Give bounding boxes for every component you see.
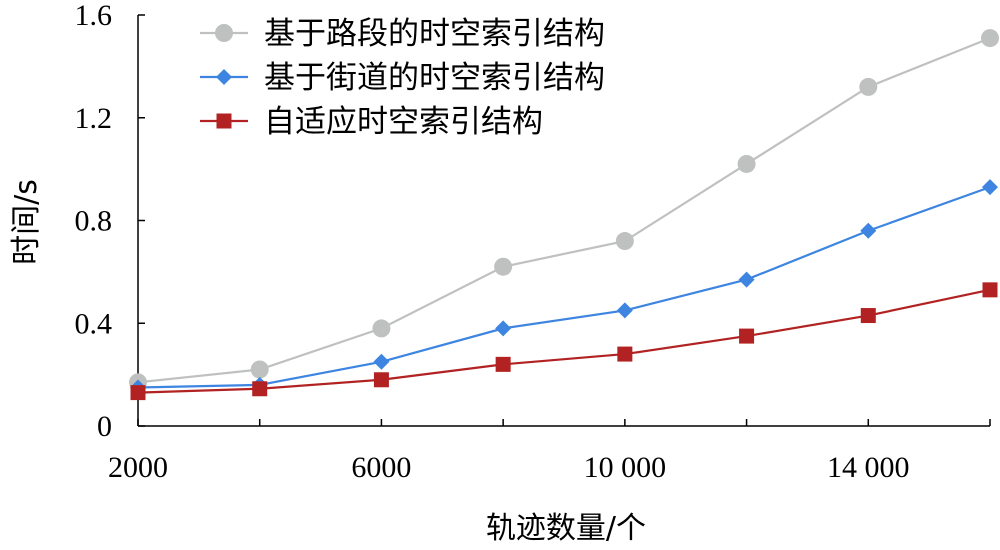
data-point — [250, 360, 269, 379]
x-ticks: 2000 6000 10 000 14 000 — [108, 419, 991, 484]
data-point — [739, 328, 755, 344]
legend-marker — [215, 24, 233, 42]
y-tick-label: 1.6 — [75, 0, 113, 32]
data-point — [737, 154, 756, 173]
legend-marker — [216, 113, 232, 129]
legend-item: 自适应时空索引结构 — [200, 104, 543, 140]
y-tick-label: 1.2 — [75, 102, 113, 135]
data-point — [982, 179, 998, 196]
series-line — [137, 37, 991, 384]
x-tick-label: 14 000 — [827, 451, 910, 484]
legend-item: 基于路段的时空索引结构 — [200, 16, 605, 52]
y-tick-label: 0.8 — [75, 205, 113, 238]
x-tick-label: 6000 — [351, 451, 411, 484]
data-point — [373, 372, 389, 388]
data-point — [495, 356, 511, 372]
series-3 — [130, 282, 998, 401]
y-tick-label: 0 — [97, 410, 112, 443]
data-point — [615, 232, 634, 251]
x-tick-label: 10 000 — [584, 451, 667, 484]
x-tick-label: 2000 — [108, 451, 168, 484]
y-tick-label: 0.4 — [75, 307, 113, 340]
data-point — [860, 308, 876, 324]
x-axis-label: 轨迹数量/个 — [486, 511, 646, 546]
data-point — [859, 77, 878, 96]
data-point — [373, 353, 390, 370]
data-point — [130, 385, 146, 401]
data-point — [494, 257, 513, 276]
legend-marker — [216, 69, 232, 85]
series-layer — [129, 29, 999, 401]
data-point — [617, 346, 633, 362]
data-point — [860, 222, 877, 239]
data-point — [495, 320, 512, 337]
axes: 0 0.4 0.8 1.2 1.6 2000 6000 10 000 14 000 — [75, 0, 991, 484]
legend-label: 基于街道的时空索引结构 — [264, 60, 605, 96]
series-line — [137, 186, 991, 389]
legend-label: 自适应时空索引结构 — [264, 104, 543, 140]
data-point — [981, 29, 999, 48]
series-line — [137, 288, 991, 394]
y-ticks: 0 0.4 0.8 1.2 1.6 — [75, 0, 145, 443]
series-1 — [129, 29, 999, 392]
data-point — [982, 282, 998, 298]
data-point — [738, 271, 755, 288]
legend-item: 基于街道的时空索引结构 — [200, 60, 605, 96]
y-axis-label: 时间/s — [9, 179, 44, 265]
legend-label: 基于路段的时空索引结构 — [264, 16, 605, 52]
data-point — [372, 319, 391, 338]
data-point — [252, 381, 268, 397]
data-point — [616, 302, 633, 319]
